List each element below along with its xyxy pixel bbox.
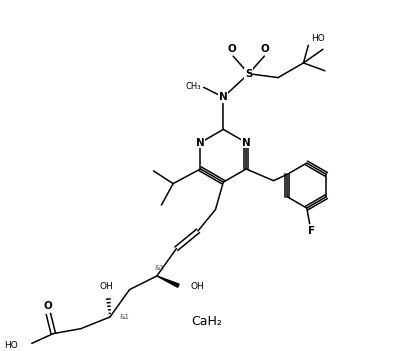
Text: N: N <box>218 92 227 102</box>
Text: &1: &1 <box>155 265 164 271</box>
Text: CaH₂: CaH₂ <box>191 315 222 329</box>
Text: O: O <box>43 301 52 311</box>
Text: OH: OH <box>190 282 203 291</box>
Text: HO: HO <box>4 341 18 350</box>
Text: N: N <box>241 138 250 147</box>
Text: O: O <box>260 44 269 54</box>
Text: &1: &1 <box>119 314 130 320</box>
Text: F: F <box>307 225 314 236</box>
Text: CH₃: CH₃ <box>185 82 200 91</box>
Text: OH: OH <box>99 282 113 291</box>
Text: HO: HO <box>311 34 324 43</box>
Text: S: S <box>244 69 252 79</box>
Polygon shape <box>156 276 179 287</box>
Text: O: O <box>227 44 236 54</box>
Text: N: N <box>196 138 205 147</box>
